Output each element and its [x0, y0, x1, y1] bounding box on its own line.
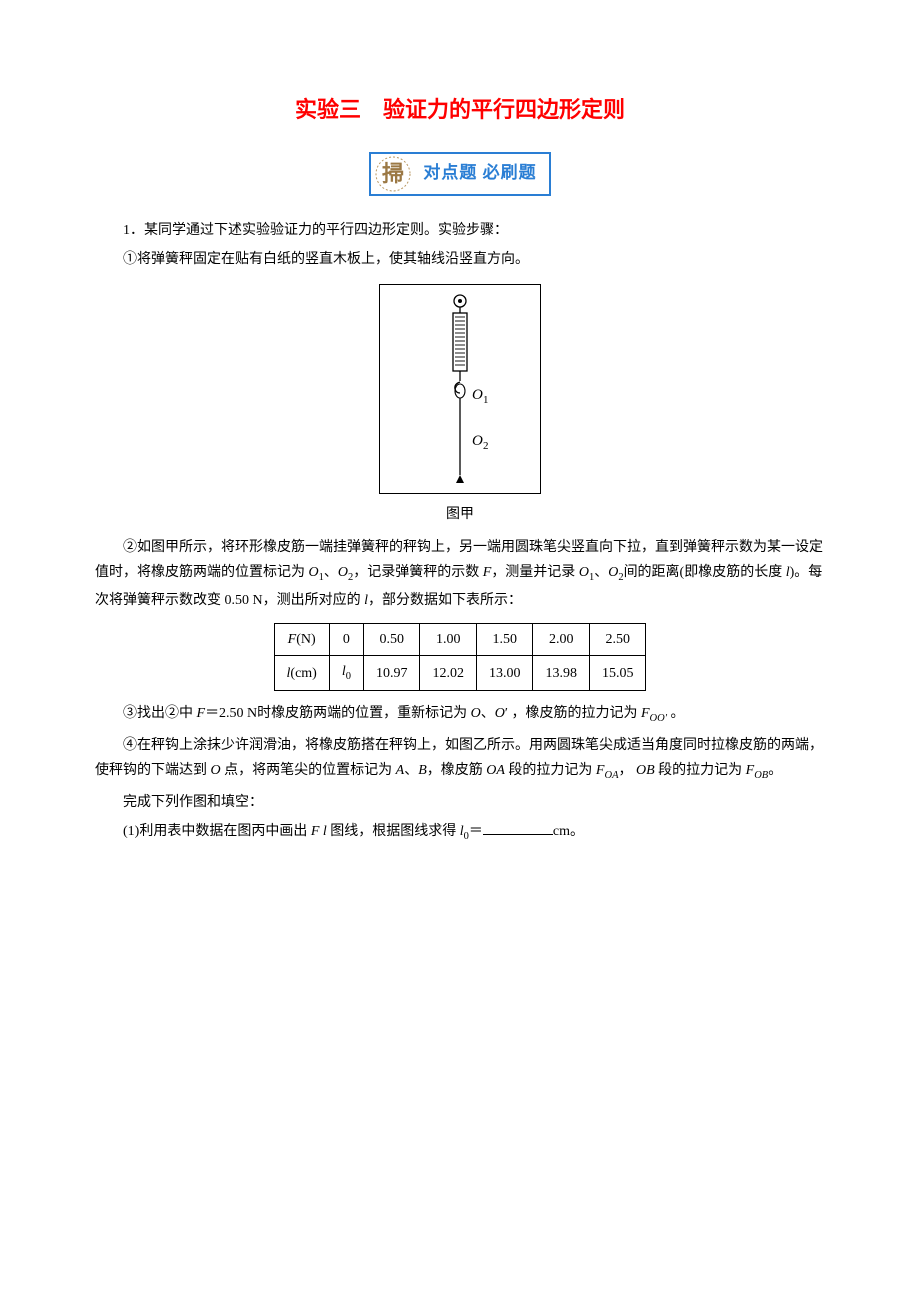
blank-l0: [483, 820, 553, 835]
figure-o2-sub: 2: [483, 440, 489, 452]
figure-1-box: O 1 O 2: [379, 284, 541, 494]
page-title: 实验三 验证力的平行四边形定则: [95, 90, 825, 130]
table-cell: 1.50: [476, 624, 533, 656]
banner-box: 掃 对点题 必刷题: [369, 152, 550, 196]
figure-o1-sub: 1: [483, 394, 489, 406]
table-cell: 10.97: [363, 656, 420, 691]
banner-text: 对点题 必刷题: [417, 158, 548, 189]
table-head-F: F(N): [274, 624, 329, 656]
table-cell: 0.50: [363, 624, 420, 656]
task-intro: 完成下列作图和填空：: [95, 790, 825, 815]
table-head-l: l(cm): [274, 656, 329, 691]
figure-1: O 1 O 2 图甲: [95, 284, 825, 527]
figure-o1-label: O: [472, 387, 483, 403]
banner-stamp-char: 掃: [382, 161, 404, 186]
task-1: (1)利用表中数据在图丙中画出 F­ l 图线，根据图线求得 l0＝cm。: [95, 819, 825, 847]
table-row: F(N) 0 0.50 1.00 1.50 2.00 2.50: [274, 624, 646, 656]
banner-left-stamp: 掃: [371, 154, 417, 194]
table-row: l(cm) l0 10.97 12.02 13.00 13.98 15.05: [274, 656, 646, 691]
figure-o2-label: O: [472, 433, 483, 449]
figure-1-caption: 图甲: [446, 502, 474, 527]
table-cell: l0: [329, 656, 363, 691]
table-cell: 1.00: [420, 624, 477, 656]
banner: 掃 对点题 必刷题: [95, 152, 825, 196]
step-4: ④在秤钩上涂抹少许润滑油，将橡皮筋搭在秤钩上，如图乙所示。用两圆珠笔尖成适当角度…: [95, 733, 825, 786]
data-table: F(N) 0 0.50 1.00 1.50 2.00 2.50 l(cm) l0…: [274, 623, 647, 691]
table-cell: 0: [329, 624, 363, 656]
step-3: ③找出②中 F＝2.50 N时橡皮筋两端的位置，重新标记为 O、O′ ，橡皮筋的…: [95, 701, 825, 729]
step-2: ②如图甲所示，将环形橡皮筋一端挂弹簧秤的秤钩上，另一端用圆珠笔尖竖直向下拉，直到…: [95, 535, 825, 613]
table-cell: 12.02: [420, 656, 477, 691]
table-cell: 15.05: [589, 656, 646, 691]
step-1: ①将弹簧秤固定在贴有白纸的竖直木板上，使其轴线沿竖直方向。: [95, 247, 825, 272]
table-cell: 2.50: [589, 624, 646, 656]
question-intro: 1．某同学通过下述实验验证力的平行四边形定则。实验步骤：: [95, 218, 825, 243]
table-cell: 2.00: [533, 624, 590, 656]
table-cell: 13.98: [533, 656, 590, 691]
table-cell: 13.00: [476, 656, 533, 691]
